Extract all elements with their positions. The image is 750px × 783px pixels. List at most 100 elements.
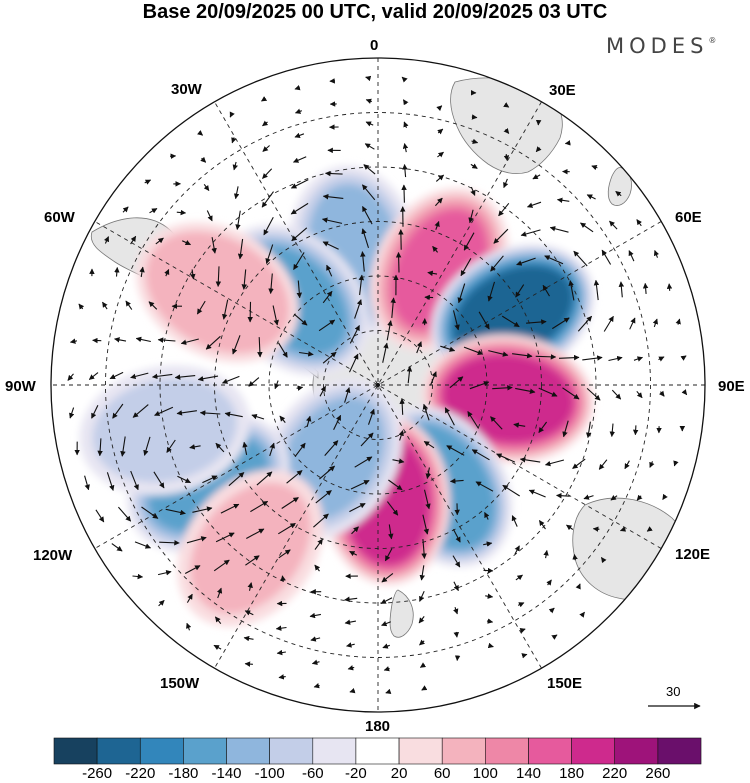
wind-arrow bbox=[381, 621, 392, 627]
wind-arrow bbox=[460, 258, 472, 277]
wind-arrow bbox=[242, 441, 248, 456]
south-pole-marker bbox=[376, 383, 380, 387]
wind-arrow bbox=[386, 501, 399, 516]
wind-arrow bbox=[512, 352, 533, 359]
wind-arrow bbox=[155, 237, 164, 245]
wind-arrow bbox=[425, 467, 431, 480]
wind-arrow bbox=[310, 636, 321, 642]
colorbar-tick-label: 260 bbox=[645, 765, 671, 782]
wind-arrow bbox=[262, 168, 273, 179]
wind-arrow bbox=[618, 281, 625, 298]
wind-arrow bbox=[600, 557, 607, 564]
wind-arrow bbox=[84, 475, 90, 491]
wind-arrow bbox=[629, 317, 636, 330]
wind-arrow bbox=[653, 249, 660, 258]
wind-arrow bbox=[515, 574, 523, 581]
wind-arrow bbox=[521, 653, 528, 659]
wind-arrow bbox=[216, 587, 223, 599]
wind-arrow bbox=[395, 251, 402, 273]
wind-arrow bbox=[390, 297, 396, 318]
wind-arrow bbox=[202, 475, 218, 484]
wind-arrow bbox=[344, 387, 351, 403]
wind-arrow bbox=[256, 471, 273, 486]
wind-arrow bbox=[580, 222, 594, 233]
wind-arrow bbox=[311, 659, 320, 665]
wind-arrow bbox=[519, 628, 526, 634]
wind-arrow bbox=[496, 453, 516, 463]
colorbar-tick-label: 140 bbox=[515, 765, 542, 782]
wind-arrow bbox=[232, 161, 238, 171]
anomaly-contour bbox=[92, 378, 237, 483]
wind-arrow bbox=[538, 387, 558, 397]
wind-arrow bbox=[313, 683, 320, 689]
wind-arrow bbox=[422, 514, 429, 535]
wind-arrow bbox=[189, 444, 201, 450]
meridian-line bbox=[214, 101, 542, 669]
colorbar-swatch bbox=[226, 737, 270, 765]
wind-arrow bbox=[633, 356, 644, 362]
wind-arrow bbox=[585, 421, 592, 439]
wind-arrow bbox=[528, 489, 546, 498]
wind-arrow bbox=[250, 500, 269, 513]
colorbar-swatch bbox=[441, 737, 486, 765]
wind-arrow bbox=[535, 354, 557, 360]
wind-arrow bbox=[453, 581, 459, 592]
colorbar-tick-label: -100 bbox=[254, 765, 285, 782]
wind-arrow bbox=[347, 665, 355, 671]
wind-arrow bbox=[324, 170, 343, 177]
wind-arrow bbox=[292, 156, 307, 163]
map-boundary bbox=[50, 57, 706, 713]
wind-arrow bbox=[306, 415, 312, 427]
wind-arrow bbox=[69, 338, 78, 344]
colorbar-tick-label: -260 bbox=[82, 765, 113, 782]
wind-arrow bbox=[406, 366, 413, 384]
wind-arrow bbox=[384, 548, 393, 562]
wind-arrow bbox=[546, 579, 552, 586]
registered-mark: ® bbox=[708, 36, 717, 45]
wind-arrow bbox=[593, 279, 600, 301]
wind-arrow bbox=[265, 244, 274, 265]
wind-arrow bbox=[573, 250, 588, 267]
wind-arrow bbox=[122, 206, 129, 213]
wind-arrow bbox=[367, 408, 375, 425]
wind-arrow bbox=[365, 121, 374, 127]
wind-arrow bbox=[322, 194, 344, 200]
label-lon-60e: 60E bbox=[675, 209, 702, 226]
wind-arrow bbox=[215, 266, 222, 287]
wind-arrow bbox=[543, 549, 549, 559]
wind-arrow bbox=[165, 508, 186, 516]
wind-arrow bbox=[419, 565, 425, 581]
wind-arrow bbox=[159, 540, 180, 546]
label-lon-150w: 150W bbox=[160, 675, 200, 692]
wind-arrow bbox=[263, 217, 274, 236]
wind-arrow bbox=[365, 75, 372, 82]
wind-arrow bbox=[516, 257, 536, 266]
wind-arrow bbox=[314, 538, 323, 550]
wind-arrow bbox=[166, 439, 176, 453]
wind-arrow bbox=[490, 255, 504, 272]
wind-arrow bbox=[538, 421, 548, 434]
wind-arrow bbox=[636, 219, 642, 227]
wind-arrow bbox=[333, 414, 342, 431]
wind-arrow bbox=[176, 209, 187, 216]
wind-arrow bbox=[280, 575, 286, 582]
wind-arrow bbox=[577, 315, 593, 332]
wind-arrow bbox=[97, 438, 103, 457]
wind-arrow bbox=[519, 457, 541, 463]
colorbar-swatch bbox=[614, 737, 659, 765]
wind-arrow bbox=[91, 404, 99, 419]
wind-arrow bbox=[681, 389, 688, 396]
wind-arrow bbox=[579, 611, 585, 618]
wind-arrow bbox=[388, 479, 403, 491]
wind-arrow bbox=[139, 266, 145, 278]
wind-arrow bbox=[231, 137, 237, 144]
wind-arrow bbox=[423, 440, 435, 449]
wind-arrow bbox=[646, 526, 653, 532]
label-lon-120w: 120W bbox=[33, 547, 73, 564]
colorbar-swatch bbox=[96, 737, 141, 765]
wind-arrow bbox=[244, 610, 254, 616]
wind-arrow bbox=[609, 423, 615, 438]
wind-arrow bbox=[313, 513, 329, 528]
wind-arrow bbox=[221, 299, 229, 320]
wind-arrow bbox=[603, 315, 614, 332]
